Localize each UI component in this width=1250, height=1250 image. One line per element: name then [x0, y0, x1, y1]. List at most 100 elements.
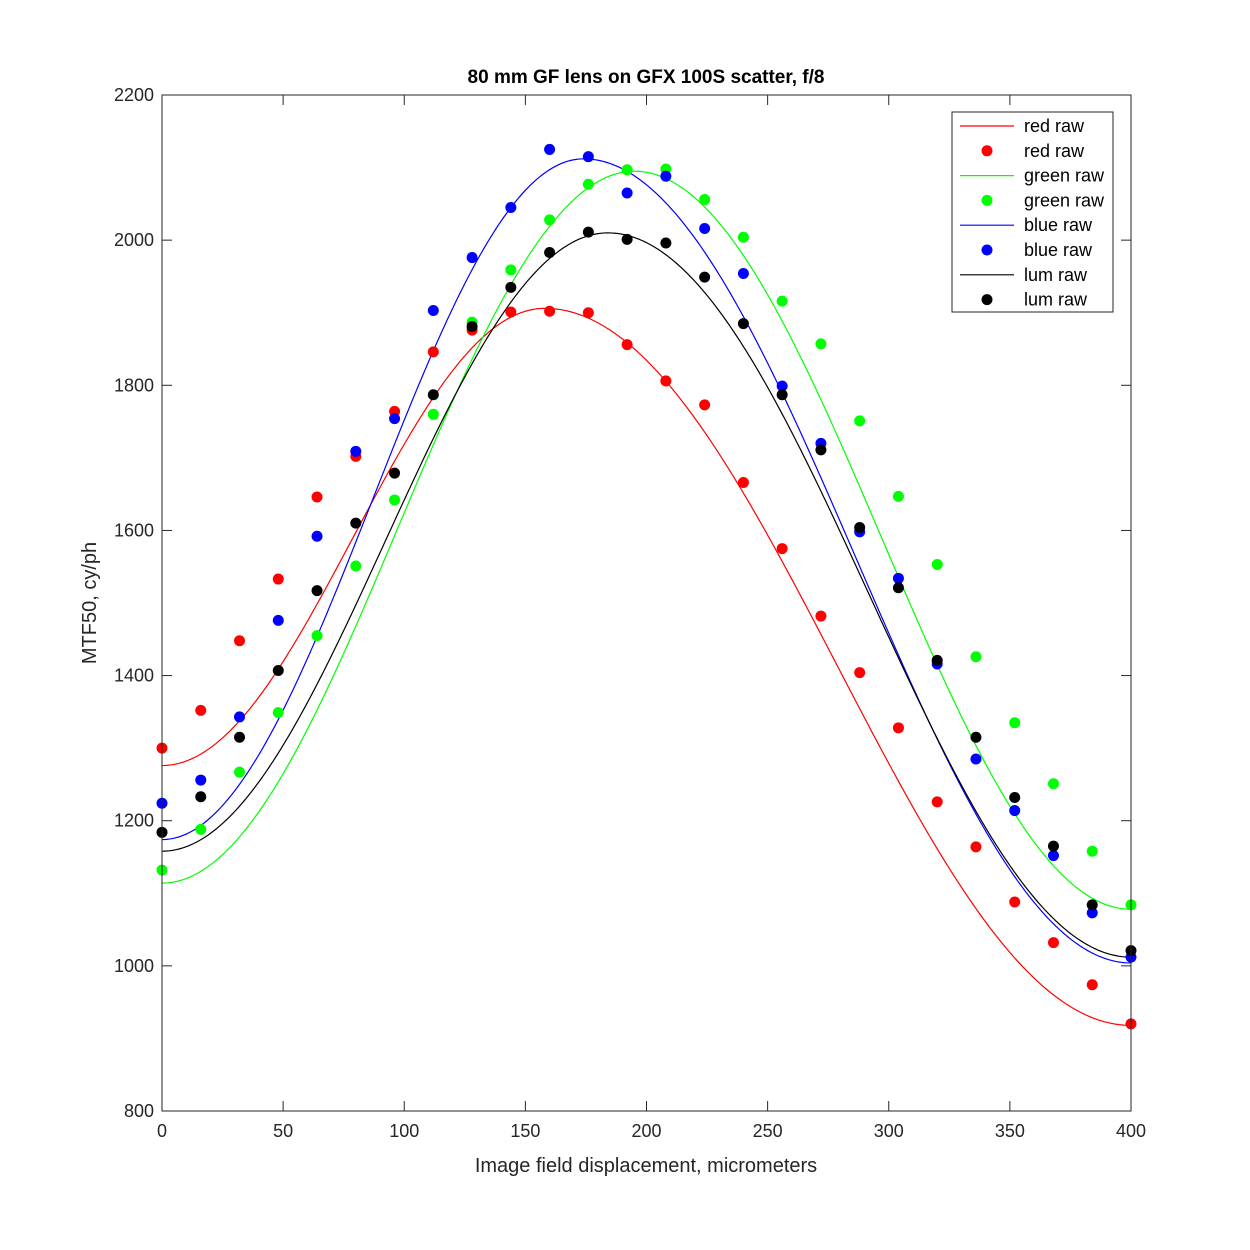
point-red-raw	[582, 307, 594, 319]
point-green-raw	[1009, 717, 1021, 729]
point-red-raw	[970, 841, 982, 853]
legend-label: green raw	[1024, 190, 1105, 210]
point-blue-raw	[389, 413, 401, 425]
point-red-raw	[699, 399, 711, 411]
point-red-raw	[776, 543, 788, 555]
point-blue-raw	[970, 753, 982, 765]
legend-label: red raw	[1024, 141, 1085, 161]
fit-line-green-raw	[161, 170, 1132, 910]
point-green-raw	[970, 651, 982, 663]
point-blue-raw	[234, 711, 246, 723]
point-blue-raw	[621, 187, 633, 199]
point-green-raw	[931, 559, 943, 571]
chart-title: 80 mm GF lens on GFX 100S scatter, f/8	[468, 67, 825, 88]
point-red-raw	[195, 704, 207, 716]
point-lum-raw	[892, 582, 904, 594]
x-tick-label: 100	[389, 1121, 419, 1141]
x-tick-label: 200	[631, 1121, 661, 1141]
legend-label: lum raw	[1024, 290, 1088, 310]
point-green-raw	[1086, 845, 1098, 857]
y-tick-label: 1400	[114, 666, 154, 686]
y-tick-label: 1800	[114, 375, 154, 395]
point-lum-raw	[427, 389, 439, 401]
point-red-raw	[234, 635, 246, 647]
point-lum-raw	[234, 731, 246, 743]
y-tick-label: 2200	[114, 85, 154, 105]
point-green-raw	[311, 630, 323, 642]
point-lum-raw	[389, 467, 401, 479]
point-green-raw	[776, 295, 788, 307]
axis-ticks: 0 50 100 150 200 250 300 350 400 800 1000 1200 1400 1…	[114, 85, 1146, 1141]
point-green-raw	[582, 178, 594, 190]
point-red-raw	[1086, 979, 1098, 991]
point-red-raw	[505, 306, 517, 318]
point-blue-raw	[1086, 907, 1098, 919]
legend-marker-swatch	[981, 194, 993, 206]
legend-marker-swatch	[981, 145, 993, 157]
point-lum-raw	[350, 517, 362, 529]
point-red-raw	[272, 573, 284, 585]
point-lum-raw	[505, 281, 517, 293]
point-red-raw	[660, 375, 672, 387]
point-blue-raw	[505, 201, 517, 213]
point-blue-raw	[195, 774, 207, 786]
point-blue-raw	[466, 252, 478, 264]
point-green-raw	[234, 766, 246, 778]
point-lum-raw	[195, 791, 207, 803]
x-tick-label: 250	[753, 1121, 783, 1141]
point-lum-raw	[660, 237, 672, 249]
point-blue-raw	[544, 143, 556, 155]
point-green-raw	[427, 408, 439, 420]
x-tick-label: 50	[273, 1121, 293, 1141]
point-lum-raw	[311, 585, 323, 597]
point-lum-raw	[1009, 791, 1021, 803]
point-lum-raw	[466, 321, 478, 333]
legend-label: blue raw	[1024, 240, 1093, 260]
point-red-raw	[815, 610, 827, 622]
legend-box	[951, 111, 1114, 313]
point-green-raw	[505, 264, 517, 276]
x-axis-label: Image field displacement, micrometers	[475, 1155, 817, 1177]
point-blue-raw	[272, 614, 284, 626]
legend-label: red raw	[1024, 116, 1085, 136]
point-blue-raw	[892, 572, 904, 584]
y-tick-label: 1000	[114, 956, 154, 976]
point-lum-raw	[272, 664, 284, 676]
point-green-raw	[389, 494, 401, 506]
point-lum-raw	[1047, 840, 1059, 852]
point-green-raw	[1047, 778, 1059, 790]
point-blue-raw	[1009, 805, 1021, 817]
point-blue-raw	[660, 170, 672, 182]
point-green-raw	[854, 415, 866, 427]
point-lum-raw	[970, 731, 982, 743]
y-tick-label: 1600	[114, 520, 154, 540]
point-lum-raw	[776, 389, 788, 401]
x-tick-label: 300	[874, 1121, 904, 1141]
legend-label: lum raw	[1024, 265, 1088, 285]
point-blue-raw	[427, 305, 439, 317]
point-lum-raw	[621, 233, 633, 245]
x-tick-label: 150	[510, 1121, 540, 1141]
point-lum-raw	[931, 654, 943, 666]
point-green-raw	[195, 823, 207, 835]
x-tick-label: 400	[1116, 1121, 1146, 1141]
point-lum-raw	[544, 246, 556, 258]
point-blue-raw	[737, 268, 749, 280]
point-red-raw	[892, 722, 904, 734]
point-red-raw	[544, 305, 556, 317]
point-red-raw	[311, 491, 323, 503]
y-axis-label: MTF50, cy/ph	[79, 542, 101, 664]
point-green-raw	[621, 164, 633, 176]
data-points	[156, 143, 1137, 1030]
point-lum-raw	[1086, 899, 1098, 911]
point-green-raw	[699, 194, 711, 206]
point-lum-raw	[854, 522, 866, 534]
point-green-raw	[737, 231, 749, 243]
legend-label: green raw	[1024, 166, 1105, 186]
point-red-raw	[854, 667, 866, 679]
fit-line-red-raw	[161, 307, 1132, 1026]
point-blue-raw	[582, 151, 594, 163]
point-green-raw	[815, 338, 827, 350]
fit-line-lum-raw	[161, 232, 1132, 958]
